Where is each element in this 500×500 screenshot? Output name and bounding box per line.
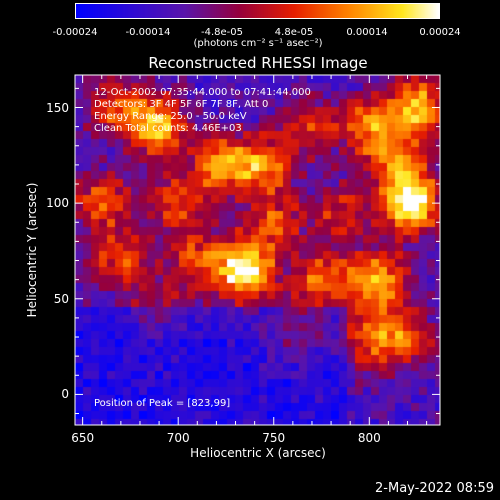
annotation-detectors: Detectors: 3F 4F 5F 6F 7F 8F, Att 0 xyxy=(94,99,269,110)
y-tick-label: 100 xyxy=(46,196,69,211)
colorbar-tick: -4.8e-05 xyxy=(201,27,243,38)
x-tick-label: 650 xyxy=(71,431,95,445)
annotation-clean-counts: Clean Total counts: 4.46E+03 xyxy=(94,123,242,134)
colorbar-units: (photons cm⁻² s⁻¹ asec⁻²) xyxy=(193,38,323,49)
colorbar-tick: 0.00014 xyxy=(346,27,388,38)
y-tick-label: 50 xyxy=(53,291,69,306)
annotation-energy-range: Energy Range: 25.0 - 50.0 keV xyxy=(94,111,247,122)
x-tick-label: 800 xyxy=(357,431,381,445)
colorbar-tick: -0.00024 xyxy=(52,27,98,38)
colorbar-tick: 4.8e-05 xyxy=(274,27,314,38)
chart-title: Reconstructed RHESSI Image xyxy=(148,54,368,72)
x-tick-label: 700 xyxy=(166,431,190,445)
plot-timestamp: 2-May-2022 08:59 xyxy=(375,481,494,496)
x-tick-label: 750 xyxy=(262,431,286,445)
colorbar-tick: 0.00024 xyxy=(419,27,461,38)
colorbar xyxy=(75,3,440,19)
y-axis-label: Heliocentric Y (arcsec) xyxy=(25,182,39,318)
annotation-time-range: 12-Oct-2002 07:35:44.000 to 07:41:44.000 xyxy=(94,87,311,98)
annotation-peak-position: Position of Peak = [823,99] xyxy=(94,398,231,409)
y-tick-label: 150 xyxy=(46,100,69,115)
x-axis-label: Heliocentric X (arcsec) xyxy=(190,446,326,460)
colorbar-tick: -0.00014 xyxy=(125,27,171,38)
y-tick-label: 0 xyxy=(61,387,69,402)
heatmap-plot xyxy=(75,75,440,425)
